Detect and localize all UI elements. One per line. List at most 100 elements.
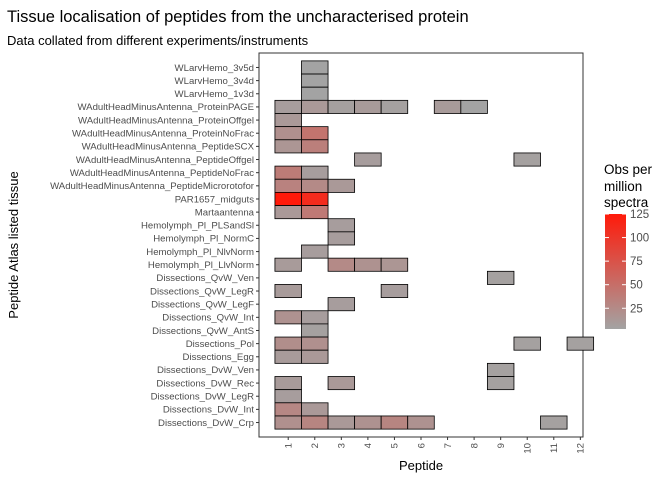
y-tick-label: WLarvHemo_1v3d bbox=[175, 89, 254, 100]
heatmap-tile bbox=[327, 178, 356, 193]
heatmap-tile bbox=[513, 336, 541, 351]
y-tick-label: Dissections_QvW_AntS bbox=[152, 326, 254, 337]
x-tick-label: 2 bbox=[310, 443, 321, 448]
heatmap-tile bbox=[380, 284, 409, 299]
heatmap-tile bbox=[274, 389, 302, 404]
y-tick-label: Dissections_QvW_LegR bbox=[150, 286, 254, 297]
y-tick-label: WAdultHeadMinusAntenna_ProteinOffgel bbox=[78, 115, 254, 126]
heatmap-tile bbox=[460, 99, 488, 114]
y-tick-label: Hemolymph_Pl_LlvNorm bbox=[148, 260, 254, 271]
heatmap-tile bbox=[327, 297, 356, 312]
y-tick-label: WAdultHeadMinusAntenna_PeptideSCX bbox=[82, 142, 255, 153]
legend-colorbar bbox=[605, 214, 626, 329]
heatmap-tile bbox=[301, 165, 329, 180]
heatmap-tile bbox=[327, 257, 356, 272]
heatmap-tile bbox=[301, 402, 329, 417]
heatmap-tile bbox=[380, 415, 409, 430]
heatmap-tile bbox=[274, 126, 302, 141]
x-tick-label: 4 bbox=[363, 442, 374, 448]
x-tick-label: 9 bbox=[496, 443, 507, 448]
heatmap-tile bbox=[354, 152, 382, 167]
heatmap-tile bbox=[301, 205, 329, 220]
heatmap-tile bbox=[301, 99, 329, 114]
y-tick-label: Dissections_DvW_LegR bbox=[151, 392, 255, 403]
heatmap-tile bbox=[486, 270, 515, 285]
y-tick-label: Dissections_QvW_Ven bbox=[156, 273, 254, 284]
heatmap-tile bbox=[274, 165, 302, 180]
y-tick-label: Dissections_QvW_Int bbox=[162, 313, 254, 324]
legend-tick-label: 75 bbox=[630, 256, 643, 268]
x-tick-label: 12 bbox=[576, 443, 587, 454]
heatmap-tile bbox=[274, 336, 302, 351]
heatmap-tile bbox=[380, 257, 409, 272]
y-tick-label: WAdultHeadMinusAntenna_ProteinNoFrac bbox=[72, 129, 254, 140]
y-tick-label: Hemolymph_Pl_NormC bbox=[153, 234, 254, 245]
legend-tick-label: 25 bbox=[630, 303, 643, 315]
legend-title-line: spectra bbox=[604, 195, 649, 210]
x-tick-label: 3 bbox=[337, 443, 348, 448]
y-tick-label: Hemolymph_Pl_NlvNorm bbox=[146, 247, 254, 258]
y-axis-title: Peptide Atlas listed tissue bbox=[6, 171, 21, 318]
y-tick-label: WLarvHemo_3v4d bbox=[175, 76, 254, 87]
heatmap-tile bbox=[513, 152, 541, 167]
y-tick-label: Hemolymph_Pl_PLSandSl bbox=[141, 221, 254, 232]
heatmap-tile bbox=[274, 139, 302, 154]
heatmap-tile bbox=[301, 139, 329, 154]
y-tick-label: Dissections_DvW_Crp bbox=[158, 418, 254, 429]
heatmap-tile bbox=[540, 415, 568, 430]
y-tick-label: WAdultHeadMinusAntenna_PeptideNoFrac bbox=[70, 168, 254, 179]
heatmap-tile bbox=[327, 218, 356, 233]
heatmap-tile bbox=[274, 376, 302, 391]
x-axis-title: Peptide bbox=[399, 458, 443, 473]
heatmap-tile bbox=[301, 73, 329, 88]
heatmap-tile bbox=[274, 205, 302, 220]
x-tick-label: 11 bbox=[549, 443, 560, 453]
heatmap-tile bbox=[327, 376, 356, 391]
heatmap-tile bbox=[407, 415, 435, 430]
heatmap-tile bbox=[433, 99, 462, 114]
y-tick-label: Dissections_QvW_LegF bbox=[151, 299, 254, 310]
legend-tick-label: 100 bbox=[630, 233, 649, 245]
heatmap-tile bbox=[301, 323, 329, 338]
heatmap-tile bbox=[274, 113, 302, 128]
heatmap-tile bbox=[301, 336, 329, 351]
legend-tick-label: 50 bbox=[630, 280, 643, 292]
y-tick-label: WLarvHemo_3v5d bbox=[175, 63, 254, 74]
heatmap-tile bbox=[274, 257, 302, 272]
heatmap-tile bbox=[486, 376, 515, 391]
heatmap-tile bbox=[274, 284, 302, 299]
chart-title: Tissue localisation of peptides from the… bbox=[7, 8, 469, 26]
heatmap-tile bbox=[301, 60, 329, 75]
y-tick-label: WAdultHeadMinusAntenna_ProteinPAGE bbox=[77, 102, 254, 113]
x-tick-label: 7 bbox=[443, 443, 454, 448]
heatmap-tile bbox=[354, 99, 382, 114]
chart-subtitle: Data collated from different experiments… bbox=[7, 33, 309, 48]
y-tick-label: PAR1657_midguts bbox=[175, 194, 254, 205]
heatmap-tile bbox=[354, 257, 382, 272]
heatmap-tile bbox=[486, 362, 515, 377]
legend-title-line: Obs per bbox=[604, 162, 653, 177]
heatmap-tile bbox=[301, 349, 329, 364]
x-tick-label: 6 bbox=[416, 443, 427, 448]
y-tick-label: Dissections_DvW_Rec bbox=[156, 378, 254, 389]
heatmap-tile bbox=[274, 178, 302, 193]
heatmap-tile bbox=[274, 310, 302, 325]
legend-tick-label: 125 bbox=[630, 209, 649, 221]
heatmap-tile bbox=[301, 310, 329, 325]
x-tick-label: 8 bbox=[469, 443, 480, 448]
x-tick-label: 1 bbox=[284, 443, 295, 448]
heatmap-tile bbox=[301, 244, 329, 259]
heatmap-tile bbox=[274, 415, 302, 430]
y-tick-label: WAdultHeadMinusAntenna_PeptideOffgel bbox=[76, 155, 254, 166]
y-tick-label: Dissections_Egg bbox=[183, 352, 254, 363]
legend-title: Obs per million spectra bbox=[604, 162, 670, 212]
heatmap-tile bbox=[327, 231, 356, 246]
legend-title-line: million bbox=[604, 178, 643, 194]
heatmap-tile bbox=[301, 126, 329, 141]
y-tick-label: WAdultHeadMinusAntenna_PeptideMicrorotof… bbox=[50, 181, 255, 192]
y-tick-label: Dissections_DvW_Ven bbox=[157, 365, 254, 376]
heatmap-tile bbox=[566, 336, 595, 351]
heatmap-tile bbox=[274, 99, 302, 114]
heatmap-tile bbox=[354, 415, 382, 430]
